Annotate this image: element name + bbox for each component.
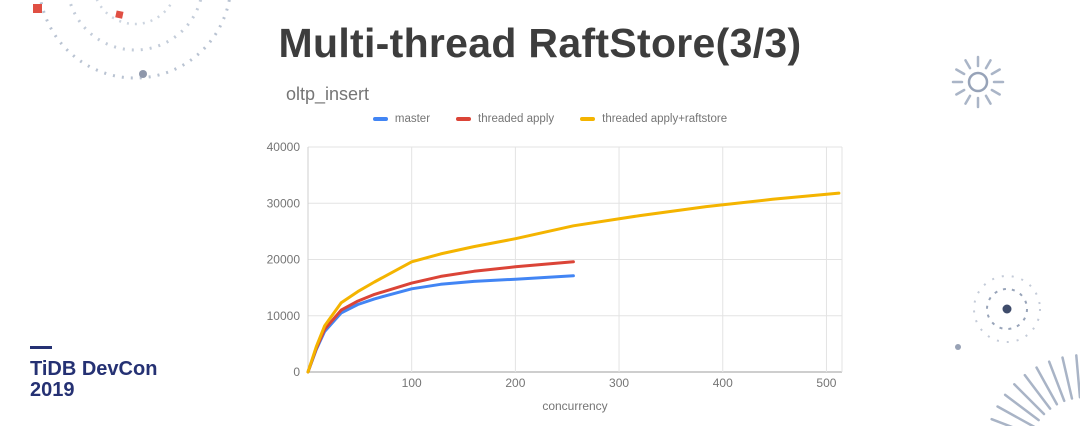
svg-text:400: 400 [713,376,733,390]
svg-text:300: 300 [609,376,629,390]
logo-text-line1: TiDB DevCon [30,358,158,380]
svg-text:20000: 20000 [267,253,301,267]
svg-text:200: 200 [505,376,525,390]
svg-text:500: 500 [816,376,836,390]
legend-item: master [372,113,431,125]
dashed-circle-ornament-bottom-right [955,275,1041,350]
svg-text:40000: 40000 [267,140,301,154]
legend-item: threaded apply+raftstore [580,113,727,125]
legend-swatch [456,117,472,121]
legend-swatch [372,117,388,121]
legend-label: threaded apply [478,113,555,125]
sunburst-ornament-top-right [967,71,989,93]
slide-title: Multi-thread RaftStore(3/3) [278,20,802,66]
svg-text:0: 0 [293,365,300,379]
tidb-devcon-logo: TiDB DevCon 2019 [30,346,157,401]
red-square-ornament-2 [115,10,124,19]
legend-label: threaded apply+raftstore [602,113,728,125]
svg-text:concurrency: concurrency [542,399,607,413]
logo-dash [30,346,52,349]
chart-title: oltp_insert [286,84,370,104]
chart-plot: 0 10000 20000 30000 40000 100 200 300 400 500 conc… [267,140,843,413]
legend-item: threaded apply [456,113,554,125]
chart-legend: master threaded apply threaded apply+rafts… [240,113,860,125]
chart: 0 10000 20000 30000 40000 100 200 300 400 500 conc… [240,127,860,432]
svg-text:30000: 30000 [267,196,301,210]
red-square-ornament-1 [33,4,42,13]
logo-text-line2: 2019 [30,379,75,401]
legend-swatch [580,117,596,121]
legend-label: master [394,113,431,125]
svg-text:100: 100 [402,376,422,390]
svg-text:10000: 10000 [267,309,301,323]
